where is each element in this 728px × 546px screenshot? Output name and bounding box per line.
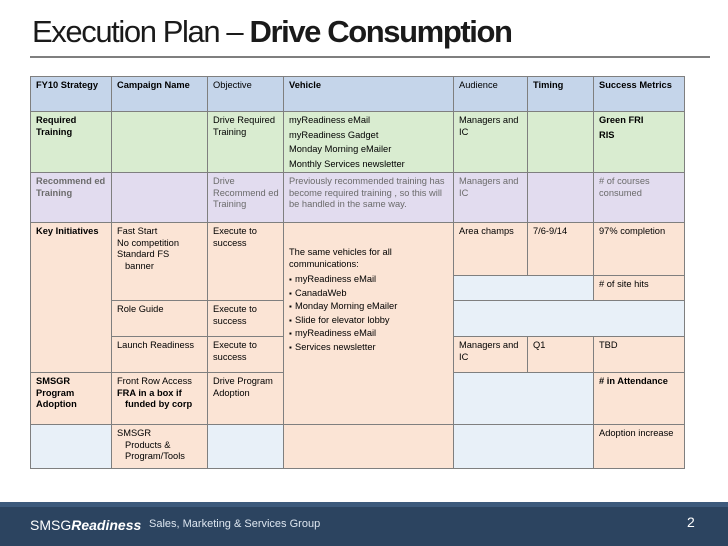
header-campaign-name: Campaign Name: [111, 76, 208, 112]
strategy-cell: Required Training: [30, 111, 112, 173]
header-objective: Objective: [207, 76, 284, 112]
required-training-row: Required Training Drive Required Trainin…: [30, 111, 685, 173]
campaign-cell: Launch Readiness: [111, 336, 208, 373]
vehicle-cell: myReadiness eMail myReadiness Gadget Mon…: [283, 111, 454, 173]
strategy-cell: Key Initiatives: [30, 222, 112, 373]
vehicle-list-item: Slide for elevator lobby: [289, 315, 449, 327]
header-vehicle: Vehicle: [283, 76, 454, 112]
campaign-cell: [111, 172, 208, 223]
header-timing: Timing: [527, 76, 594, 112]
shared-vehicle-cell: The same vehicles for all communications…: [283, 222, 454, 425]
timing-cell: Q1: [527, 336, 594, 373]
metrics-cell: Adoption increase: [593, 424, 685, 469]
key-initiatives-row: Role Guide Execute to success: [31, 300, 685, 337]
campaign-cell: Front Row Access FRA in a box if funded …: [111, 372, 208, 425]
audience-timing-cell: [453, 275, 594, 301]
vehicle-line: Monday Morning eMailer: [289, 144, 392, 154]
objective-cell: Drive Program Adoption: [207, 372, 284, 425]
objective-cell: Execute to success: [207, 300, 284, 337]
footer-accent-band: [0, 502, 728, 507]
key-initiatives-row: Launch Readiness Execute to success Mana…: [31, 336, 685, 373]
page-title: Execution Plan – Drive Consumption: [32, 14, 513, 49]
campaign-cell: Role Guide: [111, 300, 208, 337]
footer-bar: SMSGReadiness Sales, Marketing & Service…: [0, 502, 728, 546]
campaign-cell: [111, 111, 208, 173]
vehicle-list-item: myReadiness eMail: [289, 328, 449, 340]
metrics-cell: TBD: [593, 336, 685, 373]
strategy-cell: [30, 424, 112, 469]
campaign-line: Products &: [125, 439, 171, 450]
header-success-metrics: Success Metrics: [593, 76, 685, 112]
audience-cell: Managers and IC: [453, 336, 528, 373]
header-strategy: FY10 Strategy: [30, 76, 112, 112]
vehicle-line: myReadiness Gadget: [289, 129, 379, 140]
strategy-cell: SMSGR Program Adoption: [30, 372, 112, 425]
key-initiatives-row: Key Initiatives Fast Start No competitio…: [30, 222, 685, 425]
campaign-line: Standard FS: [117, 249, 170, 259]
metrics-cell: # of courses consumed: [593, 172, 685, 223]
audience-timing-metrics-cell: [453, 300, 685, 337]
objective-cell: Drive Required Training: [207, 111, 284, 173]
execution-plan-table: FY10 Strategy Campaign Name Objective Ve…: [30, 76, 685, 469]
audience-timing-cell: [453, 372, 594, 425]
shared-vehicle-intro: The same vehicles for all communications…: [289, 247, 392, 269]
smsgr-adoption-row: SMSGR Program Adoption Front Row Access …: [30, 372, 685, 425]
vehicle-line: myReadiness eMail: [289, 115, 371, 125]
campaign-line: No competition: [117, 237, 180, 248]
campaign-line: Fast Start: [117, 226, 158, 236]
metrics-cell: 97% completion: [593, 222, 685, 276]
objective-cell: Execute to success: [207, 222, 284, 301]
title-divider: [30, 56, 710, 58]
campaign-cell: SMSGR Products & Program/Tools: [111, 424, 208, 469]
metrics-cell: # in Attendance: [593, 372, 685, 425]
recommended-training-row: Recommend ed Training Drive Recommend ed…: [30, 172, 685, 223]
audience-cell: Managers and IC: [453, 172, 528, 223]
smsgr-adoption-row: SMSGR Products & Program/Tools Adoption …: [30, 424, 685, 469]
header-audience: Audience: [453, 76, 528, 112]
smsg-readiness-logo: SMSGReadiness: [30, 517, 142, 533]
strategy-cell: Recommend ed Training: [30, 172, 112, 223]
header-row: FY10 Strategy Campaign Name Objective Ve…: [30, 76, 685, 112]
metrics-cell: # of site hits: [593, 275, 685, 301]
metric-line: Green FRI: [599, 115, 644, 125]
vehicle-list-item: Services newsletter: [289, 342, 449, 354]
audience-cell: Area champs: [453, 222, 528, 276]
objective-cell: [207, 424, 284, 469]
campaign-line: banner: [125, 260, 154, 271]
campaign-line: FRA in a box if: [117, 387, 182, 398]
campaign-line: SMSGR: [117, 428, 152, 438]
campaign-cell: Fast Start No competition Standard FS ba…: [111, 222, 208, 301]
vehicle-line: Monthly Services newsletter: [289, 158, 405, 169]
timing-cell: [527, 172, 594, 223]
vehicle-list-item: Monday Morning eMailer: [289, 301, 449, 313]
vehicle-list-item: CanadaWeb: [289, 288, 449, 300]
vehicle-cell: [283, 424, 454, 469]
objective-cell: Drive Recommend ed Training: [207, 172, 284, 223]
metrics-cell: Green FRI RIS: [593, 111, 685, 173]
metric-line: RIS: [599, 129, 615, 140]
objective-cell: Execute to success: [207, 336, 284, 373]
audience-timing-cell: [453, 424, 594, 469]
campaign-line: Front Row Access: [117, 376, 192, 386]
campaign-line: Program/Tools: [125, 451, 185, 461]
footer-tagline: Sales, Marketing & Services Group: [149, 518, 321, 530]
page-number: 2: [687, 514, 695, 530]
campaign-line: funded by corp: [125, 399, 193, 409]
vehicle-cell: Previously recommended training has beco…: [283, 172, 454, 223]
timing-cell: 7/6-9/14: [527, 222, 594, 276]
timing-cell: [527, 111, 594, 173]
audience-cell: Managers and IC: [453, 111, 528, 173]
vehicle-list-item: myReadiness eMail: [289, 274, 449, 286]
shared-vehicle-list: myReadiness eMail CanadaWeb Monday Morni…: [289, 274, 449, 353]
